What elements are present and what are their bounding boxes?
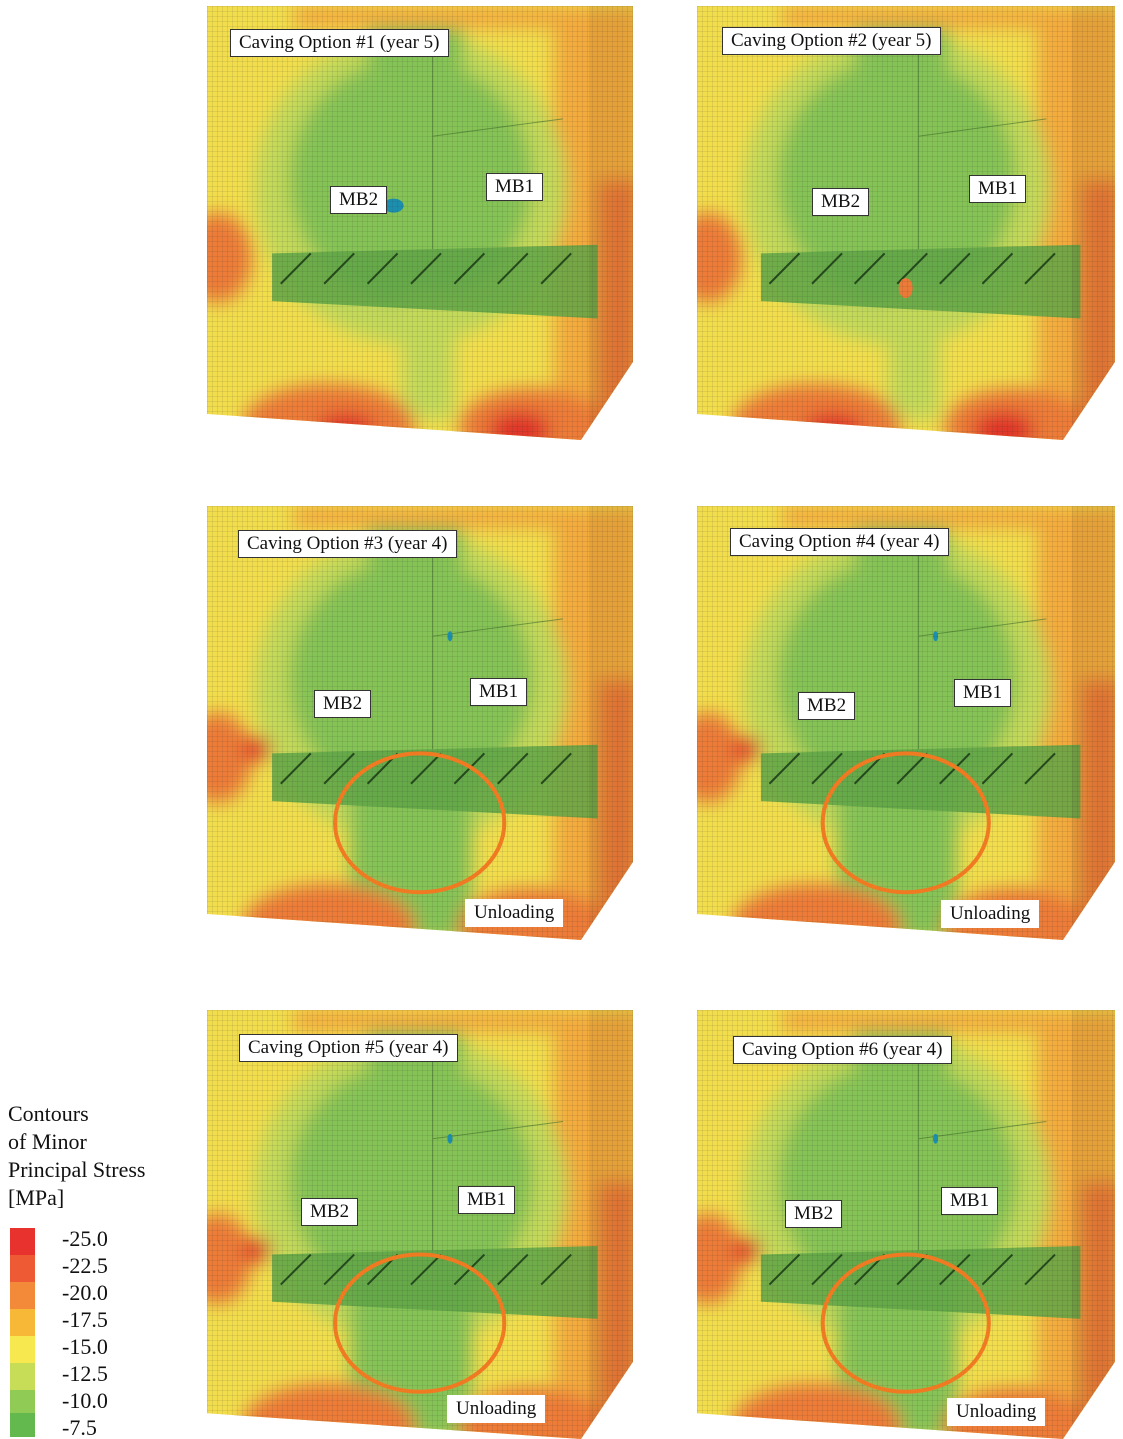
side-face — [581, 506, 633, 940]
panel-title: Caving Option #4 (year 4) — [730, 528, 949, 556]
legend-value: -15.0 — [62, 1334, 108, 1359]
side-face — [1063, 6, 1115, 440]
mesh-grid — [697, 1010, 1115, 1439]
panel-title: Caving Option #6 (year 4) — [733, 1036, 952, 1064]
legend-value: -22.5 — [62, 1253, 108, 1278]
stress-contour-model — [207, 506, 633, 940]
legend-value: -12.5 — [62, 1361, 108, 1386]
unloading-label: Unloading — [941, 900, 1040, 928]
unloading-circle — [820, 1252, 991, 1394]
mesh-grid — [697, 6, 1115, 440]
unloading-label: Unloading — [947, 1398, 1046, 1426]
side-face — [1063, 506, 1115, 940]
side-face — [581, 1010, 633, 1439]
mb2-label: MB2 — [314, 690, 372, 718]
mb1-label: MB1 — [954, 679, 1012, 707]
contour-field — [207, 1010, 633, 1439]
legend-swatch — [10, 1282, 35, 1309]
mesh-grid — [207, 1010, 633, 1439]
side-face — [581, 6, 633, 440]
mb2-label: MB2 — [301, 1198, 359, 1226]
legend-swatch — [10, 1413, 35, 1437]
panel-caving-option-1: Caving Option #1 (year 5) MB2 MB1 — [207, 6, 641, 440]
panel-title: Caving Option #5 (year 4) — [239, 1034, 458, 1062]
unloading-label: Unloading — [447, 1395, 546, 1423]
stress-contour-model — [207, 6, 633, 440]
legend-swatch — [10, 1309, 35, 1336]
panel-caving-option-3: Caving Option #3 (year 4) MB2 MB1 Unload… — [207, 506, 641, 940]
panel-caving-option-4: Caving Option #4 (year 4) MB2 MB1 Unload… — [697, 506, 1123, 940]
legend-swatch — [10, 1390, 35, 1417]
legend-title-line: Contours — [8, 1101, 89, 1126]
legend-value: -25.0 — [62, 1226, 108, 1251]
stress-contour-model — [697, 506, 1115, 940]
mb1-label: MB1 — [470, 678, 528, 706]
mb1-label: MB1 — [969, 175, 1027, 203]
unloading-circle — [820, 751, 991, 895]
panel-title: Caving Option #1 (year 5) — [230, 29, 449, 57]
panel-title: Caving Option #3 (year 4) — [238, 530, 457, 558]
contour-field — [697, 506, 1115, 940]
legend-value: -7.5 — [62, 1415, 97, 1439]
panel-caving-option-6: Caving Option #6 (year 4) MB2 MB1 Unload… — [697, 1010, 1123, 1439]
legend-value: -17.5 — [62, 1307, 108, 1332]
stress-contour-model — [697, 6, 1115, 440]
mb2-label: MB2 — [330, 186, 388, 214]
panel-title: Caving Option #2 (year 5) — [722, 27, 941, 55]
panel-caving-option-5: Caving Option #5 (year 4) MB2 MB1 Unload… — [207, 1010, 641, 1439]
legend-title: Contours of Minor Principal Stress [MPa] — [8, 1100, 188, 1212]
legend-value: -10.0 — [62, 1388, 108, 1413]
stress-contour-model — [697, 1010, 1115, 1439]
contour-field — [697, 1010, 1115, 1439]
legend-swatch — [10, 1228, 35, 1255]
stress-contour-model — [207, 1010, 633, 1439]
panel-caving-option-2: Caving Option #2 (year 5) MB2 MB1 — [697, 6, 1123, 440]
mb1-label: MB1 — [486, 173, 544, 201]
mesh-grid — [207, 506, 633, 940]
unloading-circle — [333, 751, 507, 895]
side-face — [1063, 1010, 1115, 1439]
mb1-label: MB1 — [941, 1187, 999, 1215]
legend-title-line: [MPa] — [8, 1185, 65, 1210]
mb2-label: MB2 — [785, 1200, 843, 1228]
mb1-label: MB1 — [458, 1186, 516, 1214]
legend-swatch — [10, 1336, 35, 1363]
mesh-grid — [207, 6, 633, 440]
contour-field — [207, 6, 633, 440]
legend-title-line: Principal Stress — [8, 1157, 146, 1182]
mb2-label: MB2 — [798, 692, 856, 720]
mesh-grid — [697, 506, 1115, 940]
legend-value: -20.0 — [62, 1280, 108, 1305]
unloading-circle — [333, 1252, 507, 1394]
mb2-label: MB2 — [812, 188, 870, 216]
legend-title-line: of Minor — [8, 1129, 87, 1154]
legend-swatch — [10, 1255, 35, 1282]
contour-field — [207, 506, 633, 940]
legend-swatch — [10, 1363, 35, 1390]
unloading-label: Unloading — [465, 899, 564, 927]
contour-field — [697, 6, 1115, 440]
